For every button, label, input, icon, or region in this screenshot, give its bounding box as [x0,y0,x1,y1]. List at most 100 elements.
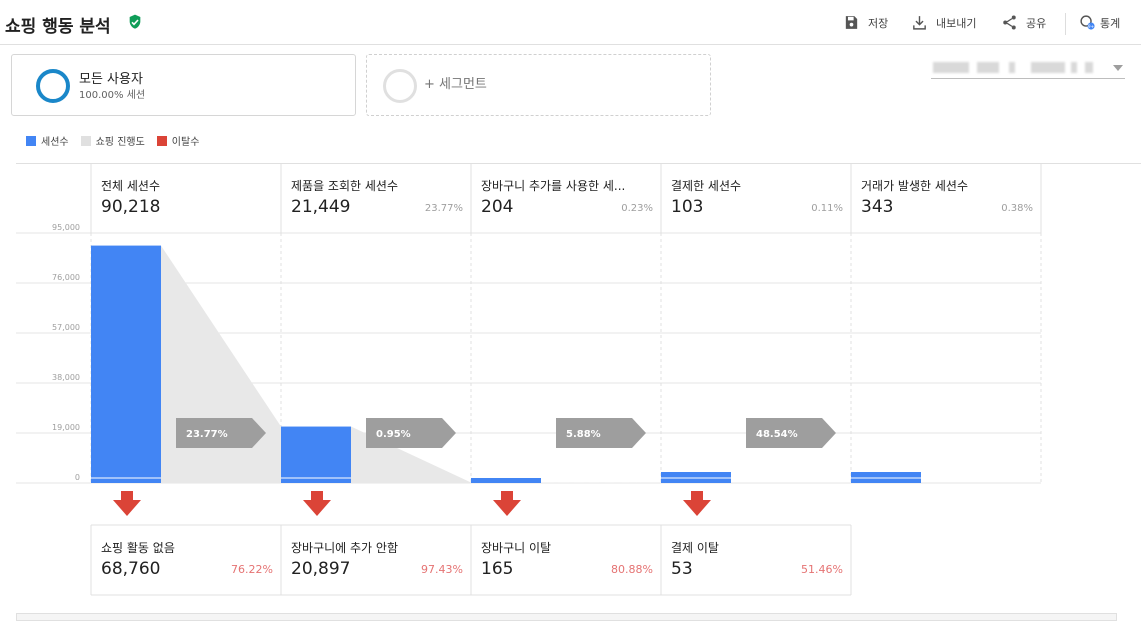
stage-name: 제품을 조회한 세션수 [291,179,398,193]
stage-percent: 23.77% [424,203,463,214]
legend-item-sessions: 세션수 [26,133,69,148]
conversion-badge [556,418,646,448]
conversion-badge [746,418,836,448]
stage-header: 전체 세션수 90,218 [91,164,281,234]
insights-icon: 9+ [1080,15,1095,30]
segment-card-all-users[interactable]: 모든 사용자 100.00% 세션 [11,54,356,116]
dropoff-arrow-icon [113,491,141,516]
stage-name: 전체 세션수 [101,179,161,193]
chevron-down-icon [1113,65,1123,71]
redacted-text [1031,62,1065,73]
toolbar-divider [1065,13,1066,35]
redacted-text [977,62,999,73]
legend-swatch [156,135,167,146]
section-divider [16,163,1141,164]
download-icon [913,16,926,30]
y-tick-label: 19,000 [52,423,80,432]
bottom-panel [16,613,1117,621]
add-segment-button[interactable]: + 세그먼트 [366,54,711,116]
save-icon [845,16,858,29]
empty-segment-ring-icon [383,69,417,103]
segment-name: 모든 사용자 [79,72,143,87]
redacted-text [933,62,969,73]
legend-label: 세션수 [41,137,69,148]
stage-bar [91,245,161,483]
add-segment-label: + 세그먼트 [424,77,487,92]
conversion-rate-label: 0.95% [376,429,411,440]
stage-value: 343 [861,197,894,217]
stage-header: 결제한 세션수 103 0.11% [661,164,851,234]
dropoff-percent: 51.46% [801,563,843,576]
conversion-badge [176,418,266,448]
insights-label: 통계 [1100,16,1121,30]
stage-value: 103 [671,197,704,217]
date-range-selector[interactable] [931,57,1125,79]
y-tick-label: 76,000 [52,273,80,282]
y-tick-label: 95,000 [52,223,80,232]
stage-value: 204 [481,197,514,217]
dropoff-percent: 76.22% [231,563,273,576]
share-button[interactable]: 공유 [1001,14,1046,31]
redacted-text [1009,62,1015,73]
legend-item-dropoff: 이탈수 [156,133,200,148]
legend-label: 쇼핑 진행도 [95,137,145,148]
legend-label: 이탈수 [171,137,200,148]
segment-subtitle: 100.00% 세션 [79,90,146,101]
dropoff-name: 쇼핑 활동 없음 [101,541,175,555]
verified-icon [129,14,141,29]
share-label: 공유 [1026,16,1047,30]
stage-value: 90,218 [101,197,161,217]
dropoff-cell[interactable]: 장바구니 이탈 165 80.88% [471,525,661,595]
export-label: 내보내기 [936,16,977,30]
stage-header: 장바구니 추가를 사용한 세... 204 0.23% [471,164,661,234]
legend-swatch [26,135,36,146]
share-icon [1003,15,1016,30]
dropoff-percent: 80.88% [611,563,653,576]
stage-percent: 0.11% [811,203,843,214]
stage-name: 거래가 발생한 세션수 [861,179,968,193]
dropoff-name: 장바구니에 추가 안함 [291,541,398,555]
legend-swatch [80,135,91,146]
stage-name: 장바구니 추가를 사용한 세... [481,179,626,193]
redacted-text [1085,62,1093,73]
legend-item-progress: 쇼핑 진행도 [80,133,145,148]
dropoff-cell[interactable]: 쇼핑 활동 없음 68,760 76.22% [91,525,281,595]
stage-bar [281,426,351,483]
stage-header: 제품을 조회한 세션수 21,449 23.77% [281,164,471,234]
dropoff-name: 장바구니 이탈 [481,541,552,555]
save-label: 저장 [868,16,889,30]
segment-ring-icon [36,69,70,103]
conversion-badge [366,418,456,448]
dropoff-cell[interactable]: 결제 이탈 53 51.46% [661,525,851,595]
dropoff-percent: 97.43% [421,563,463,576]
stage-percent: 0.38% [1001,203,1033,214]
stage-value: 21,449 [291,197,351,217]
dropoff-value: 53 [671,559,693,579]
redacted-text [1071,62,1077,73]
dropoff-name: 결제 이탈 [671,541,719,555]
y-tick-label: 57,000 [52,323,80,332]
progress-shape [541,482,661,483]
stage-name: 결제한 세션수 [671,179,742,193]
dropoff-arrow-icon [303,491,331,516]
y-tick-label: 0 [75,473,80,482]
page-title: 쇼핑 행동 분석 [5,17,111,37]
dropoff-value: 68,760 [101,559,161,579]
dropoff-arrow-icon [683,491,711,516]
conversion-rate-label: 23.77% [186,429,228,440]
svg-text:9+: 9+ [1088,24,1095,30]
save-button[interactable]: 저장 [843,14,888,31]
export-button[interactable]: 내보내기 [911,14,976,31]
insights-button[interactable]: 9+ 통계 [1079,14,1120,31]
dropoff-arrow-icon [493,491,521,516]
y-tick-label: 38,000 [52,373,80,382]
conversion-rate-label: 48.54% [756,429,798,440]
dropoff-value: 20,897 [291,559,351,579]
top-bar: 쇼핑 행동 분석 저장 내보내기 공유 9+ 통계 [0,0,1141,45]
stage-header: 거래가 발생한 세션수 343 0.38% [851,164,1041,234]
dropoff-cell[interactable]: 장바구니에 추가 안함 20,897 97.43% [281,525,471,595]
conversion-rate-label: 5.88% [566,429,601,440]
dropoff-value: 165 [481,559,514,579]
chart-legend: 세션수 쇼핑 진행도 이탈수 [26,133,199,148]
